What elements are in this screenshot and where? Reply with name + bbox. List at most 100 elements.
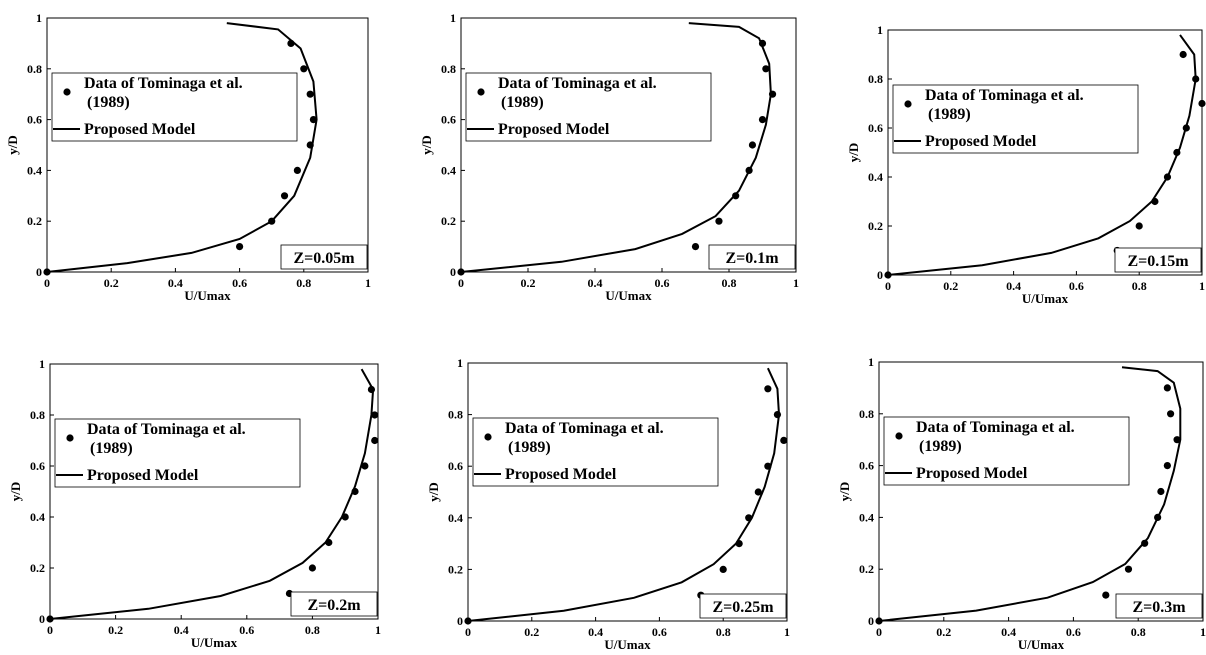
data-point <box>1198 99 1206 108</box>
data-point <box>735 540 743 548</box>
data-point <box>764 385 772 393</box>
legend-data-label: Data of Tominaga et al. <box>925 87 1084 104</box>
y-tick-label: 0 <box>39 612 45 626</box>
chart-panel-5: 0 0.2 0.4 0.6 0.8 1 0 0.2 0.4 0.6 0.8 1 U/Umax y/D Dat… <box>426 356 790 652</box>
x-tick-label: 1 <box>793 276 799 290</box>
data-point <box>280 192 289 200</box>
data-point <box>1157 487 1165 496</box>
data-point <box>1192 75 1200 83</box>
x-tick-label: 1 <box>365 276 371 290</box>
y-axis-label: y/D <box>837 482 852 502</box>
z-annotation-box <box>708 244 796 270</box>
y-tick-label: 0.6 <box>868 121 883 135</box>
data-point <box>1182 124 1190 132</box>
chart-panel-3: 0 0.2 0.4 0.6 0.8 1 0 0.2 0.4 0.6 0.8 1 U/Umax y/D Dat… <box>846 23 1206 306</box>
y-tick-label: 0.2 <box>30 561 45 575</box>
z-annotation-box <box>1115 593 1203 619</box>
data-point <box>762 65 770 73</box>
y-tick-label: 0.4 <box>441 163 456 177</box>
y-axis-label: y/D <box>846 143 861 163</box>
z-annotation-label: Z=0.3m <box>1132 599 1186 616</box>
data-point <box>758 116 767 124</box>
legend-data-label-year: (1989) <box>87 94 130 111</box>
legend-model-label: Proposed Model <box>498 121 610 138</box>
data-point <box>1135 222 1143 230</box>
data-point <box>300 65 308 73</box>
data-point <box>715 217 723 225</box>
z-annotation-label: Z=0.15m <box>1127 253 1189 270</box>
legend-data-label: Data of Tominaga et al. <box>916 419 1075 436</box>
data-point <box>764 462 772 470</box>
y-axis-label: y/D <box>8 482 23 502</box>
y-axis-label: y/D <box>419 135 434 155</box>
legend-data-label: Data of Tominaga et al. <box>505 420 664 437</box>
x-axis-label: U/Umax <box>604 637 651 652</box>
data-point <box>732 192 740 200</box>
legend-box <box>54 418 301 488</box>
x-tick-label: 0.4 <box>174 623 189 637</box>
data-point <box>1163 173 1172 181</box>
y-tick-label: 0.8 <box>448 408 463 422</box>
x-tick-label: 0.4 <box>168 276 183 290</box>
y-tick-label: 0.8 <box>441 62 456 76</box>
model-curve-line <box>460 22 772 273</box>
data-point <box>46 615 54 623</box>
data-point <box>464 617 472 625</box>
y-tick-label: 1 <box>36 11 42 25</box>
y-tick-label: 0.2 <box>868 219 883 233</box>
y-tick-label: 0 <box>457 614 463 628</box>
y-tick-label: 0.4 <box>27 163 42 177</box>
y-tick-label: 0 <box>450 265 456 279</box>
chart-panel-1: 0 0.2 0.4 0.6 0.8 1 0 0.2 0.4 0.6 0.8 1 U/Umax y/D Dat… <box>5 11 371 303</box>
x-axis-label: U/Umax <box>184 288 231 303</box>
legend-data-label-year: (1989) <box>928 106 971 123</box>
legend-data-label-year: (1989) <box>90 440 133 457</box>
legend-data-label-year: (1989) <box>508 439 551 456</box>
x-tick-label: 1 <box>1200 625 1206 639</box>
data-point <box>1179 50 1187 59</box>
y-tick-label: 1 <box>457 356 463 370</box>
x-axis-label: U/Umax <box>1018 637 1065 652</box>
y-tick-label: 0 <box>877 268 883 282</box>
z-annotation-label: Z=0.05m <box>293 250 355 267</box>
legend-marker-dot <box>484 433 492 441</box>
data-point <box>361 462 369 470</box>
legend-box <box>883 416 1130 486</box>
x-tick-label: 1 <box>1199 279 1205 293</box>
data-point <box>748 141 757 149</box>
x-tick-label: 0.2 <box>104 276 119 290</box>
x-tick-label: 0.6 <box>1066 625 1081 639</box>
x-tick-label: 1 <box>375 623 381 637</box>
legend-data-label-year: (1989) <box>919 438 962 455</box>
data-point <box>293 166 301 174</box>
y-tick-label: 0.2 <box>27 214 42 228</box>
data-point <box>287 39 295 48</box>
chart-panel-6: 0 0.2 0.4 0.6 0.8 1 0 0.2 0.4 0.6 0.8 1 U/Umax y/D Dat… <box>837 355 1206 652</box>
y-tick-label: 0.6 <box>27 113 42 127</box>
z-annotation-box <box>290 591 378 617</box>
data-point <box>457 268 465 276</box>
x-tick-label: 0 <box>47 623 53 637</box>
data-point <box>1163 462 1171 470</box>
x-tick-label: 0.6 <box>655 276 670 290</box>
data-point <box>43 268 51 276</box>
data-point <box>754 488 762 496</box>
legend-model-label: Proposed Model <box>916 465 1028 482</box>
y-tick-label: 0.8 <box>27 62 42 76</box>
x-tick-label: 0.2 <box>524 625 539 639</box>
data-point <box>1167 410 1175 418</box>
plot-frame <box>887 29 1203 276</box>
x-tick-label: 0.6 <box>652 625 667 639</box>
y-tick-label: 0 <box>36 265 42 279</box>
z-annotation-label: Z=0.2m <box>307 597 361 614</box>
legend-marker-dot <box>895 432 903 440</box>
data-point <box>367 385 376 394</box>
model-curve-line <box>878 366 1182 622</box>
data-point <box>309 116 318 124</box>
y-tick-label: 0.2 <box>859 562 874 576</box>
data-point <box>1151 197 1159 206</box>
y-tick-label: 0.6 <box>448 459 463 473</box>
legend-data-label: Data of Tominaga et al. <box>498 75 657 92</box>
data-point <box>1163 384 1171 392</box>
